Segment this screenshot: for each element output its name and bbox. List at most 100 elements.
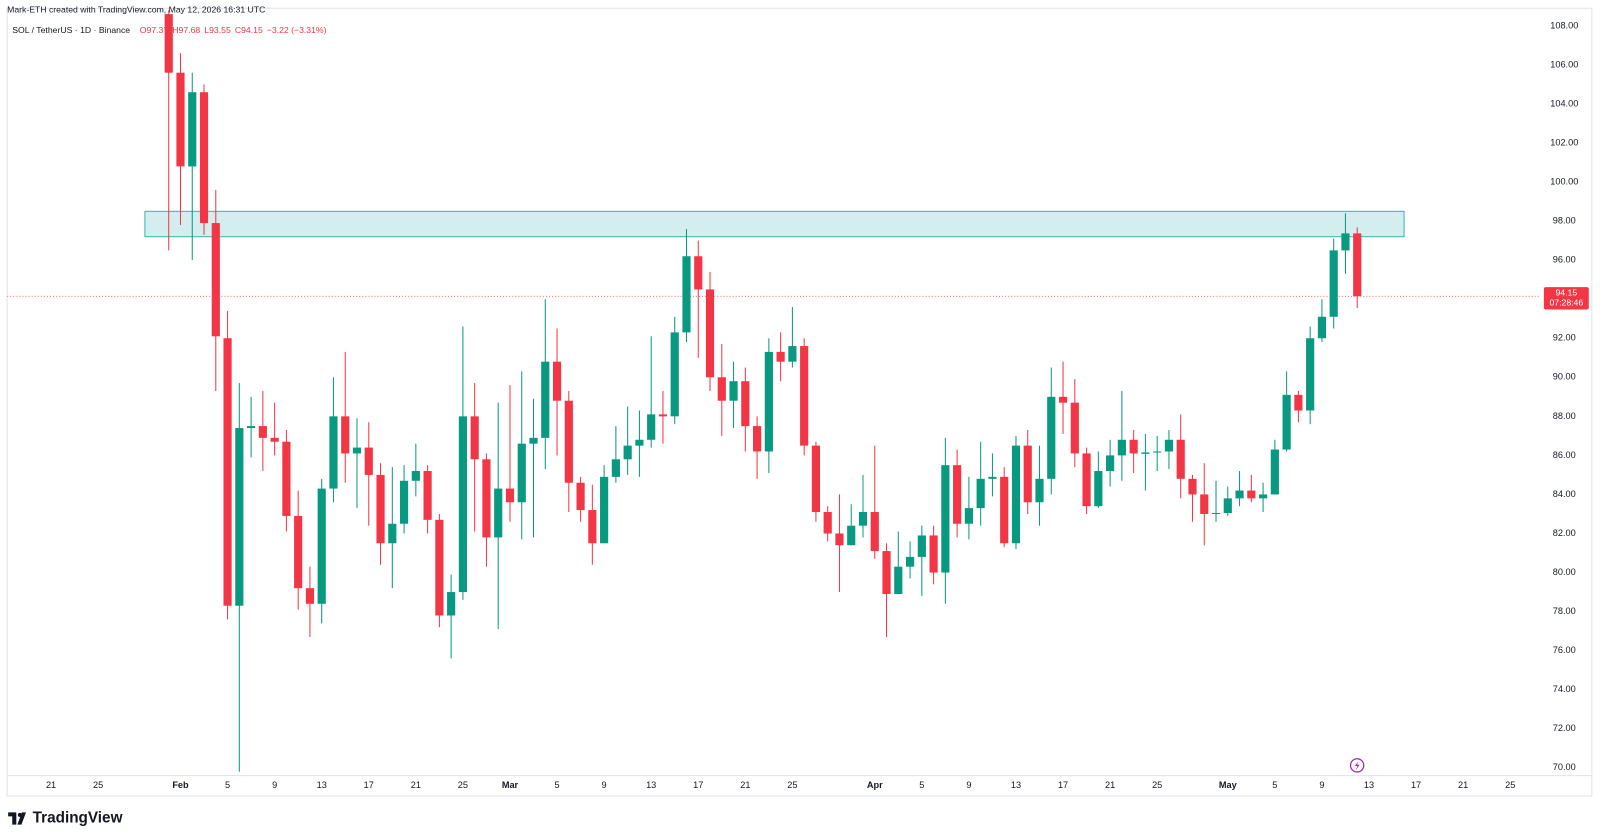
candle-body <box>470 416 479 460</box>
candle-body <box>741 381 750 427</box>
y-tick-label: 76.00 <box>1553 645 1576 655</box>
candle-body <box>847 525 856 546</box>
candle-body <box>211 223 220 337</box>
candle-body <box>223 338 232 606</box>
plot-area <box>7 10 1541 772</box>
x-tick-label: 13 <box>1011 780 1021 790</box>
candle-body <box>835 533 844 546</box>
x-tick-label: 17 <box>693 780 703 790</box>
candle-body <box>917 535 926 557</box>
candle-body <box>964 508 973 524</box>
y-tick-label: 104.00 <box>1550 98 1578 108</box>
x-tick-label: 21 <box>46 780 56 790</box>
candle-body <box>729 381 738 401</box>
countdown-label: 07:28:46 <box>1549 298 1583 308</box>
candle-body <box>753 426 762 452</box>
y-tick-label: 100.00 <box>1550 176 1578 186</box>
candle-body <box>1000 476 1009 544</box>
candle-body <box>600 476 609 544</box>
x-tick-label: 13 <box>317 780 327 790</box>
y-tick-label: 106.00 <box>1550 59 1578 69</box>
x-tick-label: 21 <box>1458 780 1468 790</box>
candle-body <box>199 92 209 224</box>
x-tick-label: Mar <box>502 780 519 790</box>
candle-body <box>447 592 456 616</box>
x-tick-label: 25 <box>1152 780 1162 790</box>
candle-body <box>1329 250 1338 317</box>
candle-body <box>247 426 256 429</box>
x-tick-label: 25 <box>1505 780 1515 790</box>
candle-body <box>294 515 303 589</box>
x-tick-label: 5 <box>1272 780 1277 790</box>
x-tick-label: Apr <box>867 780 883 790</box>
candle-body <box>976 478 985 509</box>
candle-body <box>341 416 350 454</box>
resistance-zone <box>144 210 1405 238</box>
candle-body <box>282 441 291 516</box>
footer-logo: TradingView <box>33 810 123 827</box>
candle-body <box>988 476 997 479</box>
x-tick-label: May <box>1219 780 1238 790</box>
candle-body <box>552 361 562 401</box>
candle-body <box>164 14 173 73</box>
candle-body <box>423 471 432 520</box>
candle-body <box>188 92 197 167</box>
candle-body <box>1082 453 1091 507</box>
candle-body <box>1247 490 1256 499</box>
candle-body <box>317 488 326 604</box>
candle-body <box>435 519 444 616</box>
candle-body <box>1200 494 1209 514</box>
y-tick-label: 70.00 <box>1553 762 1576 772</box>
x-tick-label: Feb <box>172 780 189 790</box>
ohlc-legend: −3.22 (−3.31%) <box>267 25 327 35</box>
candle-body <box>258 426 267 438</box>
candle-body <box>576 482 585 511</box>
candle-body <box>1282 394 1291 450</box>
candle-body <box>399 480 409 524</box>
candle-body <box>694 256 703 290</box>
candle-body <box>1047 396 1056 479</box>
x-tick-label: 21 <box>740 780 750 790</box>
candle-body <box>1011 445 1021 544</box>
candle-body <box>717 377 726 401</box>
candle-body <box>352 447 362 454</box>
candle-body <box>1188 478 1197 495</box>
last-price-label: 94.15 <box>1555 288 1577 298</box>
x-tick-label: 21 <box>411 780 421 790</box>
y-tick-label: 84.00 <box>1553 489 1576 499</box>
candle-body <box>941 465 950 573</box>
candle-body <box>305 588 315 604</box>
candle-body <box>1270 449 1279 495</box>
x-tick-label: 25 <box>93 780 103 790</box>
candle-body <box>1341 233 1350 251</box>
y-tick-label: 108.00 <box>1550 20 1578 30</box>
candle-body <box>1306 338 1315 411</box>
candle-body <box>1153 451 1162 453</box>
y-tick-label: 96.00 <box>1553 255 1576 265</box>
x-tick-label: 9 <box>602 780 607 790</box>
candle-body <box>894 566 903 595</box>
y-tick-label: 78.00 <box>1553 606 1576 616</box>
candle-body <box>1353 233 1362 297</box>
candle-body <box>176 72 185 167</box>
x-tick-label: 9 <box>966 780 971 790</box>
candle-body <box>364 447 373 475</box>
candle-body <box>788 346 797 362</box>
y-tick-label: 80.00 <box>1553 567 1576 577</box>
candle-body <box>1259 494 1268 499</box>
candle-body <box>270 437 279 442</box>
x-tick-label: 25 <box>458 780 468 790</box>
candle-body <box>458 416 467 593</box>
y-tick-label: 90.00 <box>1553 372 1576 382</box>
candle-body <box>1211 512 1221 515</box>
x-tick-label: 21 <box>1105 780 1115 790</box>
candle-body <box>811 445 821 513</box>
candle-body <box>411 471 420 481</box>
candle-body <box>647 414 656 440</box>
candle-body <box>1235 490 1244 499</box>
x-tick-label: 25 <box>787 780 797 790</box>
x-tick-label: 5 <box>225 780 230 790</box>
candle-body <box>1094 471 1103 507</box>
candle-body <box>1129 439 1138 454</box>
